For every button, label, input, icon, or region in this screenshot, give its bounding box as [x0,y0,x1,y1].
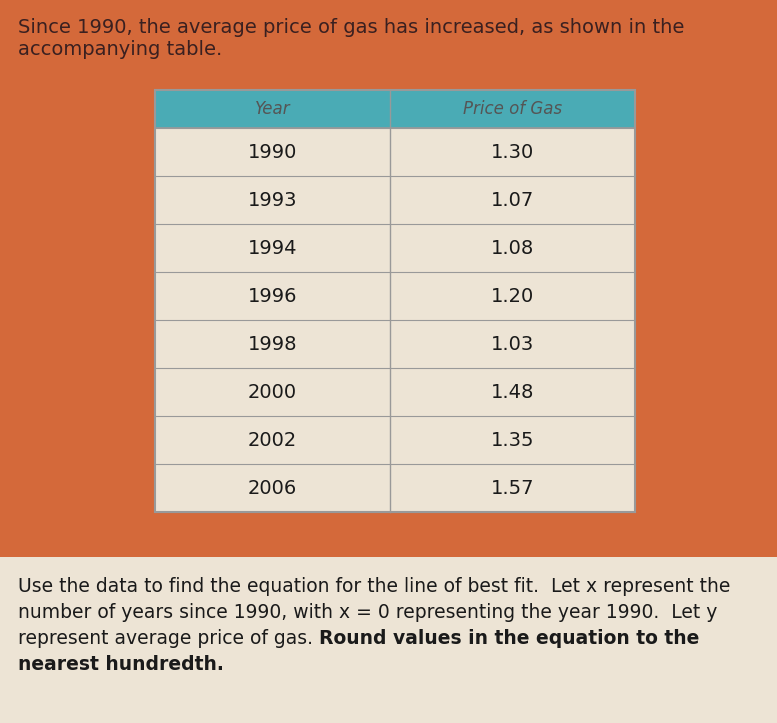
Bar [155,90,635,128]
Text: represent average price of gas.: represent average price of gas. [0,722,1,723]
Text: 1.57: 1.57 [491,479,535,497]
Text: 1993: 1993 [248,190,298,210]
Text: 1996: 1996 [248,286,298,306]
Text: 1.30: 1.30 [491,142,534,161]
Text: 1.20: 1.20 [491,286,534,306]
Text: 2000: 2000 [248,382,297,401]
Text: Use the data to find the equation for the line of best fit.  Let x represent the: Use the data to find the equation for th… [18,577,730,596]
Text: 1990: 1990 [248,142,297,161]
Bar [0,557,777,723]
Text: 1.08: 1.08 [491,239,534,257]
Text: 2002: 2002 [248,430,297,450]
Text: nearest hundredth.: nearest hundredth. [18,655,224,674]
Bar [155,464,635,512]
Bar [155,90,635,512]
Text: represent average price of gas.: represent average price of gas. [18,629,319,648]
Text: 2006: 2006 [248,479,297,497]
Bar [155,368,635,416]
Text: Year: Year [255,100,291,118]
Bar [155,320,635,368]
Bar [155,272,635,320]
Text: number of years since 1990, with x = 0 representing the year 1990.  Let y: number of years since 1990, with x = 0 r… [18,603,717,622]
Bar [155,224,635,272]
Text: 1994: 1994 [248,239,298,257]
Text: 1.35: 1.35 [491,430,535,450]
Bar [155,416,635,464]
Text: Price of Gas: Price of Gas [463,100,562,118]
Bar [155,176,635,224]
Text: Since 1990, the average price of gas has increased, as shown in the: Since 1990, the average price of gas has… [18,18,685,37]
Text: 1998: 1998 [248,335,298,354]
Text: 1.03: 1.03 [491,335,534,354]
Text: Round values in the equation to the: Round values in the equation to the [319,629,699,648]
Bar [155,128,635,176]
Text: 1.48: 1.48 [491,382,535,401]
Text: accompanying table.: accompanying table. [18,40,222,59]
Text: 1.07: 1.07 [491,190,534,210]
